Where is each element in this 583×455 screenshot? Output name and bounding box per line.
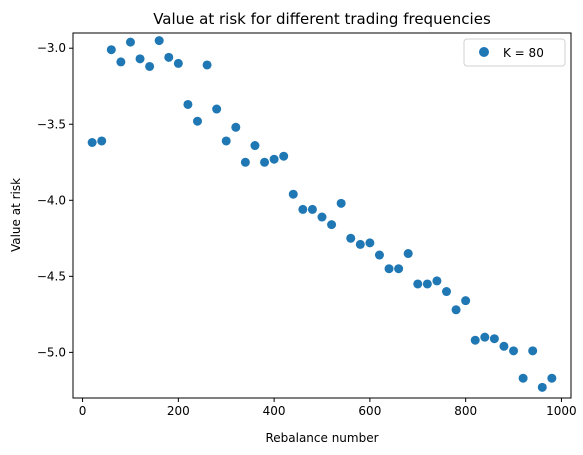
legend-marker xyxy=(479,47,489,57)
data-point xyxy=(135,54,145,64)
data-point xyxy=(518,373,528,383)
x-tick-label: 600 xyxy=(358,404,381,418)
data-point xyxy=(269,154,279,164)
x-axis-ticks: 0 200 400 600 800 1000 xyxy=(79,398,577,418)
data-point xyxy=(202,60,212,70)
data-point xyxy=(288,189,298,199)
chart-title: Value at risk for different trading freq… xyxy=(153,10,491,28)
data-point xyxy=(413,279,423,289)
y-tick-label: −5.0 xyxy=(37,345,66,359)
data-point xyxy=(509,346,519,356)
data-point xyxy=(451,305,461,315)
data-point xyxy=(489,334,499,344)
data-point xyxy=(106,45,116,55)
data-point xyxy=(260,157,270,167)
data-point xyxy=(298,204,308,214)
data-point xyxy=(250,141,260,151)
legend-box xyxy=(463,38,566,67)
data-point xyxy=(528,346,538,356)
data-point xyxy=(183,99,193,109)
data-point xyxy=(221,136,231,146)
plot-frame xyxy=(72,32,572,399)
legend-label-k80: K = 80 xyxy=(503,46,544,60)
x-axis-label: Rebalance number xyxy=(265,431,378,445)
data-point xyxy=(480,332,490,342)
data-point xyxy=(327,220,337,230)
data-point xyxy=(279,151,289,161)
data-point xyxy=(164,52,174,62)
x-tick-label: 400 xyxy=(263,404,286,418)
data-point xyxy=(154,36,164,46)
data-point xyxy=(240,157,250,167)
legend: K = 80 xyxy=(463,38,566,67)
x-tick-label: 800 xyxy=(454,404,477,418)
data-point xyxy=(384,264,394,274)
data-point xyxy=(394,264,404,274)
y-tick-label: −3.0 xyxy=(37,41,66,55)
data-point xyxy=(193,116,202,126)
data-point xyxy=(374,250,384,260)
data-point xyxy=(97,136,107,146)
data-point xyxy=(307,204,317,214)
x-tick-label: 200 xyxy=(167,404,190,418)
data-point xyxy=(547,373,557,383)
data-point xyxy=(317,212,327,222)
data-point xyxy=(365,238,375,248)
y-axis-ticks: −5.0 −4.5 −4.0 −3.5 −3.0 xyxy=(37,41,73,359)
data-point xyxy=(212,104,222,114)
data-point xyxy=(537,382,547,392)
data-point xyxy=(336,198,346,208)
data-points xyxy=(87,36,557,392)
data-point xyxy=(116,57,126,67)
data-point xyxy=(87,138,97,147)
data-point xyxy=(173,58,183,68)
data-point xyxy=(231,122,241,132)
data-point xyxy=(125,37,135,47)
y-axis-label: Value at risk xyxy=(9,178,23,252)
data-point xyxy=(461,296,471,306)
data-point xyxy=(355,239,365,249)
data-point xyxy=(403,249,413,259)
y-tick-label: −4.5 xyxy=(37,269,66,283)
data-point xyxy=(346,233,356,243)
y-tick-label: −3.5 xyxy=(37,117,66,131)
data-point xyxy=(470,335,480,345)
data-point xyxy=(432,276,442,286)
y-tick-label: −4.0 xyxy=(37,193,66,207)
x-tick-label: 1000 xyxy=(546,404,577,418)
x-tick-label: 0 xyxy=(79,404,87,418)
data-point xyxy=(422,279,432,289)
data-point xyxy=(145,61,155,71)
data-point xyxy=(499,341,509,351)
data-point xyxy=(442,287,451,297)
